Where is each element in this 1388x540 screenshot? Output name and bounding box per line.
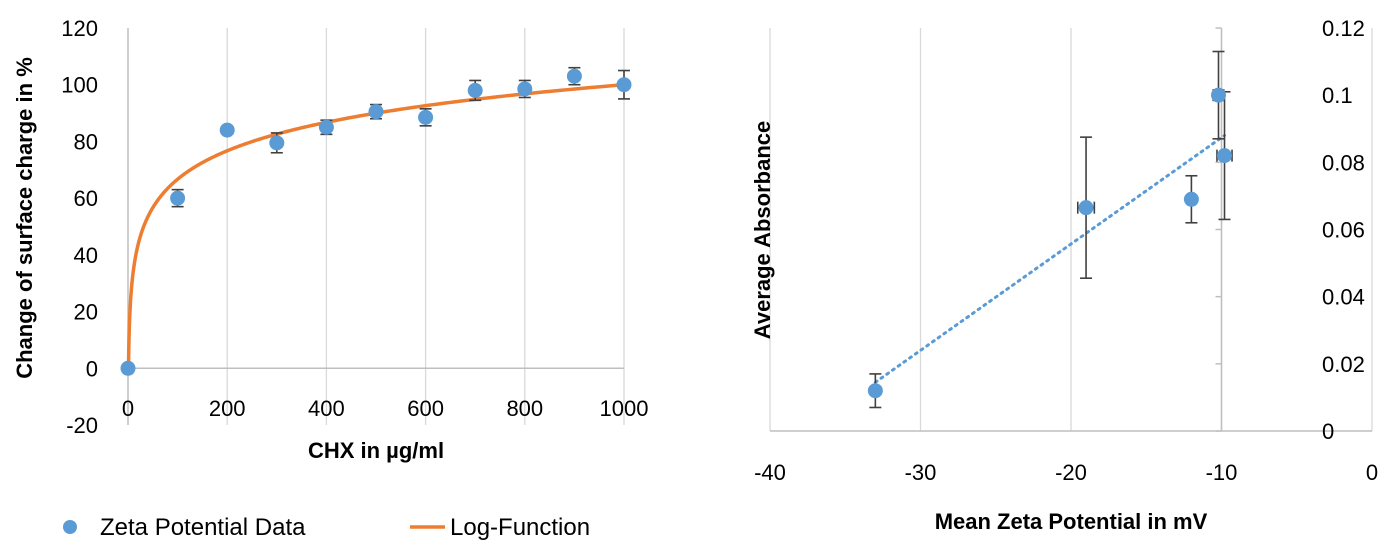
c1-y-tick-label: 20 [74,300,98,325]
legend-marker-zeta [63,520,77,534]
trendline [873,133,1227,384]
c2-data-point [1078,200,1094,216]
c1-data-point [517,81,533,97]
c1-legend: Zeta Potential Data Log-Function [63,514,590,540]
c1-data-point [566,68,582,84]
c1-data-point [368,104,384,120]
c2-x-tick-label: 0 [1366,460,1378,485]
legend-label-zeta: Zeta Potential Data [100,514,306,540]
chart-surface-charge: 0 200 400 600 800 1000 -20 0 20 40 60 80 100 120 CHX… [12,16,648,540]
legend-label-log: Log-Function [450,514,590,540]
c2-y-tick-label: 0.04 [1322,285,1365,310]
c1-data-point [269,135,285,151]
c2-x-tick-label: -20 [1055,460,1087,485]
c1-x-tick-label: 0 [122,396,134,421]
c1-data-point [219,122,235,138]
c2-x-axis-title: Mean Zeta Potential in mV [935,509,1208,534]
c2-x-tick-label: -40 [754,460,786,485]
c1-y-tick-label: 100 [61,73,98,98]
c2-data-point [867,383,883,399]
c1-data-point [467,82,483,98]
c2-y-tick-label: 0 [1322,419,1334,444]
c1-data-point [318,119,334,135]
c1-y-tick-label: 40 [74,243,98,268]
c2-y-tick-label: 0.06 [1322,218,1365,243]
c1-y-tick-label: -20 [66,413,98,438]
c1-x-tick-label: 200 [209,396,246,421]
c2-data-point [1183,191,1199,207]
c1-y-tick-label: 60 [74,186,98,211]
c1-data-point [418,109,434,125]
c1-data-point [120,360,136,376]
c1-x-tick-labels: 0 200 400 600 800 1000 [122,396,649,421]
c1-x-tick-label: 400 [308,396,345,421]
c1-data-points [120,68,632,376]
c1-y-tick-label: 80 [74,129,98,154]
c2-y-tick-labels: 0 0.02 0.04 0.06 0.08 0.1 0.12 [1322,16,1365,444]
c2-data-point [1217,148,1233,164]
c2-x-tick-label: -10 [1206,460,1238,485]
c1-x-tick-label: 800 [506,396,543,421]
c2-x-tick-label: -30 [905,460,937,485]
c1-y-tick-label: 0 [86,356,98,381]
c1-x-axis-title: CHX in µg/ml [308,438,444,463]
chart-absorbance: -40 -30 -20 -10 0 0 0.02 0.04 0.06 0.08 0.1 0.12 M… [750,16,1378,534]
c1-y-axis-title: Change of surface charge in % [12,57,37,379]
c2-x-tick-labels: -40 -30 -20 -10 0 [754,460,1378,485]
c2-gridlines [769,28,1373,431]
c1-x-tick-label: 600 [407,396,444,421]
c2-y-tick-label: 0.1 [1322,83,1353,108]
c1-data-point [170,190,186,206]
c2-y-axis-title: Average Absorbance [750,121,775,339]
c1-gridlines [226,28,625,425]
c2-y-tick-label: 0.02 [1322,352,1365,377]
log-function-line [126,82,625,369]
c2-data-point [1210,87,1226,103]
c1-y-tick-label: 120 [61,16,98,41]
c2-y-tick-label: 0.08 [1322,150,1365,175]
c2-y-tick-label: 0.12 [1322,16,1365,41]
c1-x-tick-label: 1000 [600,396,649,421]
c2-data-points [867,87,1233,399]
c2-error-bars [869,50,1233,409]
c1-data-point [616,77,632,93]
c1-y-tick-labels: -20 0 20 40 60 80 100 120 [61,16,98,438]
c1-axes [127,28,624,425]
